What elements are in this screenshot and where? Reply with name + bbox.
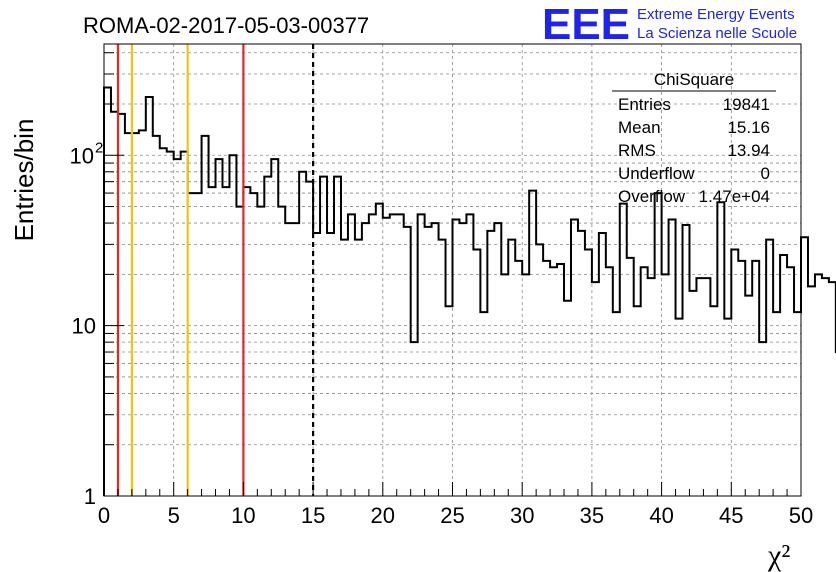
histogram-series <box>103 86 836 496</box>
x-tick-label: 35 <box>580 503 604 528</box>
stats-value: 0 <box>761 164 770 183</box>
x-tick-label: 45 <box>719 503 743 528</box>
x-tick-label: 25 <box>440 503 464 528</box>
eee-logo: EEE Extreme Energy Events La Scienza nel… <box>542 0 797 49</box>
x-tick-label: 10 <box>231 503 255 528</box>
stats-value: 19841 <box>723 95 770 114</box>
x-axis-label: χ² <box>767 539 790 572</box>
y-tick-exponent: 2 <box>95 139 103 156</box>
stats-value: 15.16 <box>727 118 770 137</box>
x-tick-label: 30 <box>510 503 534 528</box>
stats-rows: Entries 19841 Mean 15.16 RMS 13.94 Underflow 0 O… <box>618 95 770 206</box>
stats-label: Overflow <box>618 187 686 206</box>
stats-title: ChiSquare <box>654 70 734 89</box>
logo-line-2: La Scienza nelle Scuole <box>637 25 797 42</box>
stats-box: ChiSquare Entries 19841 Mean 15.16 RMS 13.94 U… <box>612 70 776 206</box>
eee-logo-mark: EEE <box>542 0 630 49</box>
x-axis: 0 5 10 15 20 25 30 35 40 45 50 <box>98 482 813 528</box>
x-tick-label: 15 <box>301 503 325 528</box>
y-tick-label: 10 <box>72 314 96 339</box>
stats-label: RMS <box>618 141 656 160</box>
y-axis-label: Entries/bin <box>9 119 39 242</box>
x-tick-label: 20 <box>371 503 395 528</box>
y-tick-label: 10 <box>70 143 94 168</box>
x-tick-label: 50 <box>789 503 813 528</box>
stats-label: Mean <box>618 118 661 137</box>
stats-value: 1.47e+04 <box>699 187 770 206</box>
logo-line-1: Extreme Energy Events <box>637 6 795 23</box>
reference-lines <box>116 44 315 496</box>
chart-title: ROMA-02-2017-05-03-00377 <box>83 13 369 38</box>
stats-value: 13.94 <box>727 141 770 160</box>
stats-label: Entries <box>618 95 671 114</box>
x-tick-label: 5 <box>168 503 180 528</box>
stats-label: Underflow <box>618 164 695 183</box>
y-tick-label: 1 <box>84 484 96 509</box>
x-tick-label: 40 <box>649 503 673 528</box>
x-tick-label: 0 <box>98 503 110 528</box>
